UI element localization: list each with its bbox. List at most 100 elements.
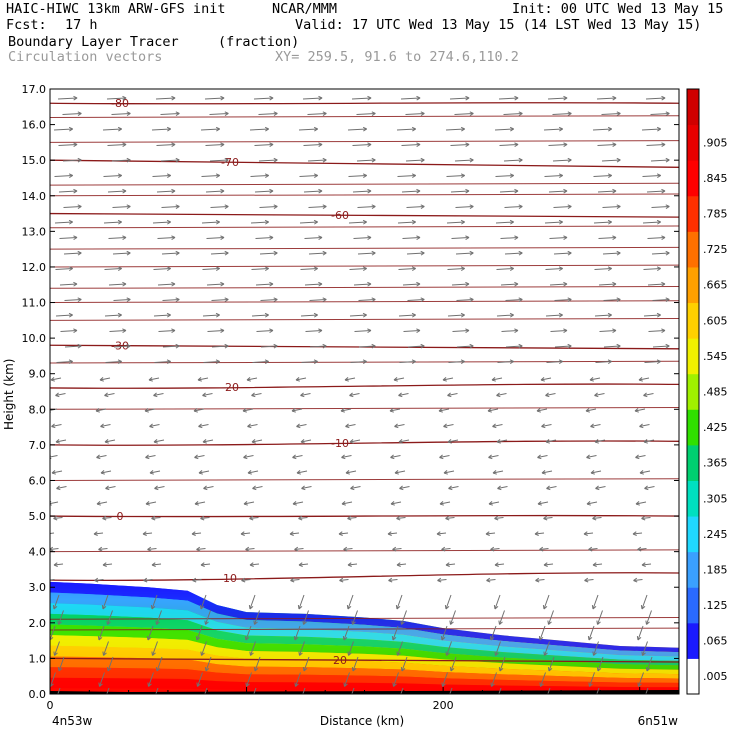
vector-head [117,219,122,225]
tracer-band [50,581,679,653]
vector-arrow [200,128,220,131]
vector-arrow [211,299,229,301]
vector-head [544,698,548,702]
vector-head [411,266,416,272]
vector-arrow [339,579,349,581]
vector-arrow [148,672,154,687]
vector-arrow [543,128,563,131]
colorbar-swatch [687,587,699,624]
vector-arrow [644,361,661,363]
vector-arrow [652,299,670,301]
vector-arrow [499,656,506,672]
vector-arrow [356,113,376,115]
vector-head [396,562,401,567]
vector-head [371,250,376,256]
vector-head [273,297,278,303]
field-name: Boundary Layer Tracer [8,34,179,50]
vector-arrow [57,687,61,694]
vector-head [220,188,225,194]
vector-arrow [445,128,465,131]
contour-line [50,549,679,553]
vector-head [338,531,343,536]
vector-arrow [200,563,211,566]
vector-head [362,219,367,225]
vector-head [416,328,421,334]
vector-arrow [298,563,309,566]
vector-head [411,219,416,225]
vector-head [224,250,229,256]
vector-head [245,682,250,687]
vector-arrow [454,159,474,162]
vector-arrow [309,345,327,348]
vector-arrow [554,345,572,348]
vector-arrow [348,641,354,656]
vector-head [535,577,540,583]
vector-head [547,620,552,625]
vector-head [518,204,523,210]
vector-arrow [399,361,416,363]
vector-head [596,666,602,672]
vector-arrow [206,283,225,286]
tracer-band [50,667,679,688]
vector-arrow [593,221,612,224]
vector-head [290,577,295,583]
vector-arrow [544,175,563,177]
init-time: Init: 00 UTC Wed 13 May 15 [512,1,724,17]
vector-head [440,635,446,641]
vector-head [269,188,274,194]
vector-arrow [96,455,107,458]
vector-arrow [639,424,650,427]
vector-head [248,604,254,610]
colorbar-swatch [687,444,699,481]
vector-head [449,666,455,672]
vector-arrow [553,252,572,255]
vector-arrow [541,424,552,427]
contour-line [50,286,679,289]
vector-arrow [100,424,111,427]
vector-arrow [486,579,496,581]
vector-arrow [537,455,548,458]
vector-head [498,666,504,672]
vector-arrow [590,424,601,427]
vector-arrow [258,113,278,115]
vector-head [313,359,318,365]
vector-arrow [201,641,207,656]
vector-arrow [455,252,474,255]
vector-arrow [249,563,260,566]
vector-head [152,698,156,702]
vector-arrow [289,532,300,535]
vector-arrow [357,252,376,255]
vector-arrow [56,361,73,363]
vector-arrow [243,501,255,505]
vector-arrow [206,237,225,239]
vector-head [514,235,519,241]
vector-head [103,698,107,702]
vector-arrow [443,424,454,427]
vector-head [348,698,352,702]
vector-arrow [447,393,458,396]
vector-arrow [352,190,372,193]
contour-line [50,657,679,663]
vector-arrow [108,283,127,286]
vector-arrow [353,237,372,239]
vector-arrow [401,610,407,625]
vector-head [194,454,199,460]
vector-arrow [161,206,180,208]
vector-arrow [639,470,651,474]
vector-arrow [441,548,451,550]
vector-arrow [643,314,661,317]
vector-arrow [291,408,303,412]
vector-arrow [203,486,214,489]
tracer-band [50,613,679,666]
vector-head [96,454,101,460]
vector-arrow [107,144,127,146]
vector-head [55,392,60,398]
vector-arrow [57,97,78,100]
vector-head [322,157,327,163]
vector-arrow [251,268,269,270]
vector-arrow [102,563,113,566]
vector-head [68,359,73,365]
vector-head [465,235,470,241]
vector-arrow [445,517,455,519]
vector-head [73,188,78,194]
